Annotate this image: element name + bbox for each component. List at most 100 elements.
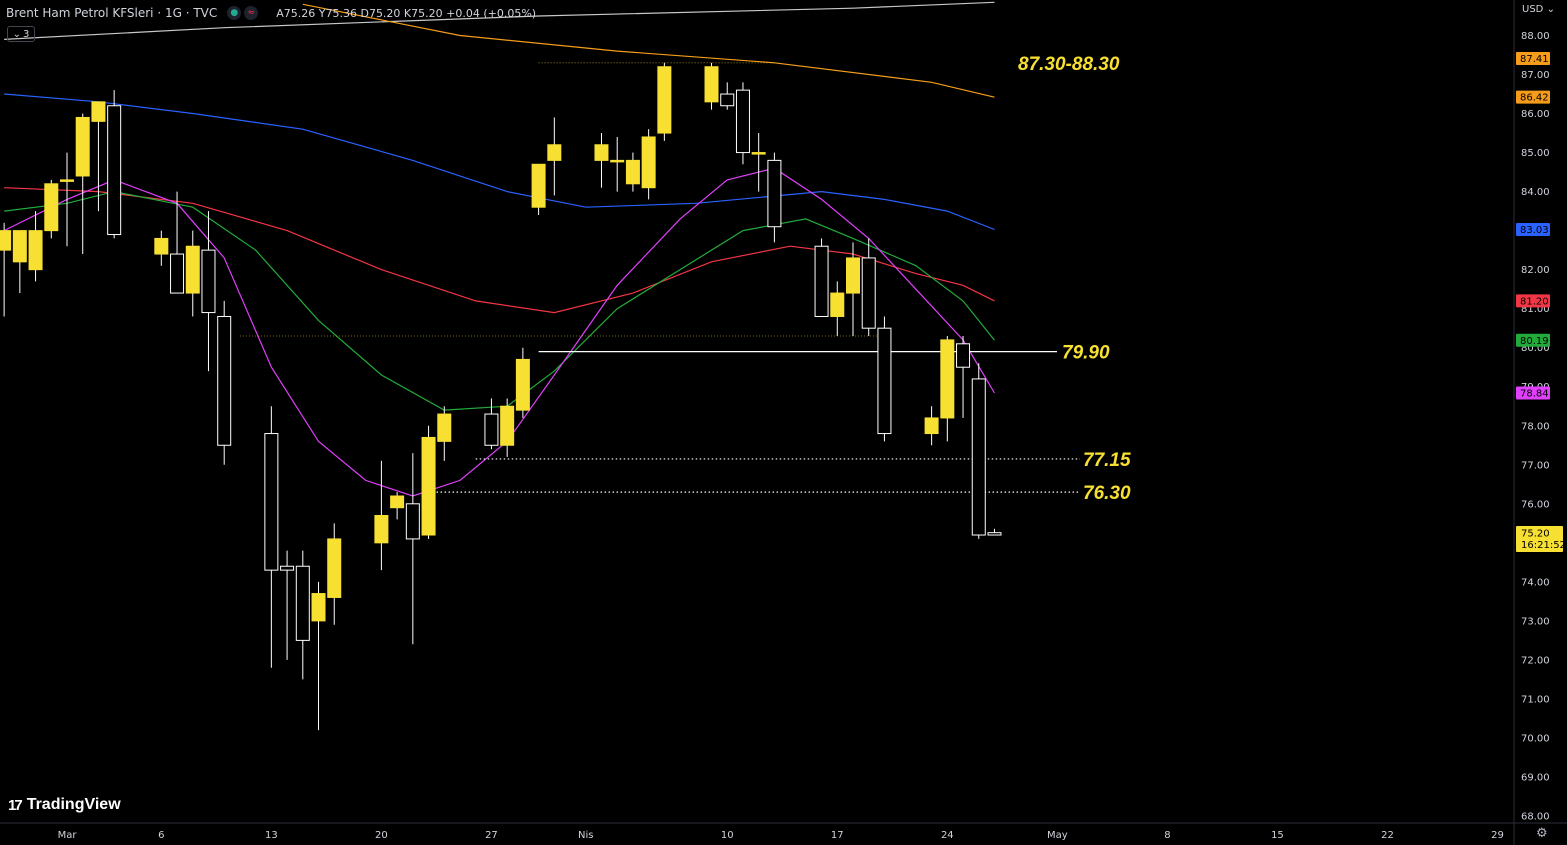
y-tick-label: 88.00 — [1521, 31, 1550, 42]
candle — [405, 453, 420, 645]
candle-body — [767, 159, 782, 228]
candle-body — [374, 515, 389, 544]
x-tick-label: 10 — [721, 830, 734, 841]
candle — [830, 281, 845, 336]
candle — [327, 523, 342, 625]
badge-value: 86.42 — [1520, 93, 1549, 104]
y-tick-label: 68.00 — [1521, 812, 1550, 823]
candle — [846, 242, 860, 336]
candle-body — [987, 532, 1002, 536]
candle-body — [107, 105, 122, 236]
candle — [374, 460, 389, 571]
candle — [75, 113, 90, 255]
chevron-down-icon: ⌄ — [12, 28, 21, 40]
y-tick-label: 78.00 — [1521, 421, 1550, 432]
candle-body — [940, 339, 955, 419]
candle-body — [390, 495, 405, 509]
candle — [814, 238, 829, 317]
candle-body — [751, 152, 766, 155]
candle-body — [641, 136, 656, 189]
gear-icon[interactable]: ⚙ — [1536, 826, 1548, 841]
ohlc-readout: A75.26 Y75.36 D75.20 K75.20 +0.04 (+0.05… — [276, 6, 537, 20]
y-tick-label: 85.00 — [1521, 148, 1550, 159]
candle-body — [60, 179, 74, 182]
x-tick-label: 13 — [265, 830, 278, 841]
candle-body — [924, 417, 939, 435]
candle-body — [594, 144, 609, 161]
moving-average-line — [4, 1, 995, 40]
candle — [154, 230, 169, 266]
market-status-icon: ● — [227, 6, 242, 20]
currency-label: USD — [1522, 4, 1544, 15]
candle — [657, 62, 672, 141]
y-tick-label: 82.00 — [1521, 265, 1550, 276]
indicator-count: 3 — [23, 28, 30, 40]
candle — [940, 335, 955, 442]
axis-price-badge: 86.42 — [1516, 90, 1550, 104]
badge-value: 81.20 — [1520, 296, 1549, 307]
x-tick-label: 20 — [375, 830, 388, 841]
candle — [735, 82, 750, 165]
y-tick-label: 72.00 — [1521, 655, 1550, 666]
axis-price-badge: 81.20 — [1516, 294, 1550, 308]
candle-body — [201, 249, 216, 314]
candle-body — [846, 257, 860, 294]
candle-body — [28, 230, 43, 271]
x-tick-label: May — [1047, 830, 1068, 841]
y-tick-label: 70.00 — [1521, 733, 1550, 744]
candle-body — [625, 159, 640, 185]
candle-body — [830, 292, 845, 317]
moving-average-line — [3, 167, 996, 497]
candle-body — [735, 89, 750, 154]
y-tick-label: 84.00 — [1521, 187, 1550, 198]
x-tick-label: 29 — [1491, 830, 1504, 841]
level-label: 79.90 — [1062, 343, 1110, 364]
candle-body — [185, 245, 200, 294]
candle-body — [217, 315, 232, 446]
candle — [877, 316, 892, 442]
candle — [0, 222, 12, 317]
y-tick-label: 73.00 — [1521, 616, 1550, 627]
candle — [767, 152, 782, 243]
candle — [60, 152, 74, 247]
x-tick-label: 6 — [158, 830, 164, 841]
axis-price-badge: 80.19 — [1516, 333, 1550, 347]
candle — [956, 335, 971, 418]
badge-value: 83.03 — [1520, 225, 1549, 236]
candle-body — [12, 230, 27, 263]
y-tick-label: 86.00 — [1521, 109, 1550, 120]
candle — [641, 129, 656, 200]
candle — [280, 550, 295, 660]
axis-price-badge: 83.03 — [1516, 222, 1550, 236]
candle-body — [170, 253, 185, 294]
candle — [861, 238, 876, 336]
level-label: 76.30 — [1083, 483, 1131, 504]
candle — [12, 230, 27, 294]
candle-body — [531, 163, 546, 208]
x-tick-label: Nis — [578, 830, 593, 841]
y-tick-label: 87.00 — [1521, 70, 1550, 81]
candle — [484, 398, 499, 450]
moving-average-line — [4, 187, 995, 314]
candle-body — [405, 503, 420, 540]
currency-selector[interactable]: USD ⌄ — [1522, 4, 1555, 15]
candle-body — [861, 257, 876, 329]
candle-body — [814, 245, 829, 317]
candle — [217, 300, 232, 465]
candle-body — [877, 327, 892, 435]
candle — [390, 492, 405, 520]
brand-name: TradingView — [26, 796, 121, 813]
candle — [547, 117, 562, 196]
candle — [201, 211, 216, 372]
candle-body — [971, 378, 986, 536]
x-tick-label: 8 — [1164, 830, 1170, 841]
candle — [625, 152, 640, 192]
candle-body — [484, 413, 499, 446]
candle — [91, 101, 106, 212]
badge-value: 80.19 — [1520, 336, 1549, 347]
candle — [107, 90, 122, 239]
symbol-title[interactable]: Brent Ham Petrol KFSleri · 1G · TVC — [6, 6, 218, 20]
indicator-toggle[interactable]: ⌄ 3 — [7, 26, 35, 42]
